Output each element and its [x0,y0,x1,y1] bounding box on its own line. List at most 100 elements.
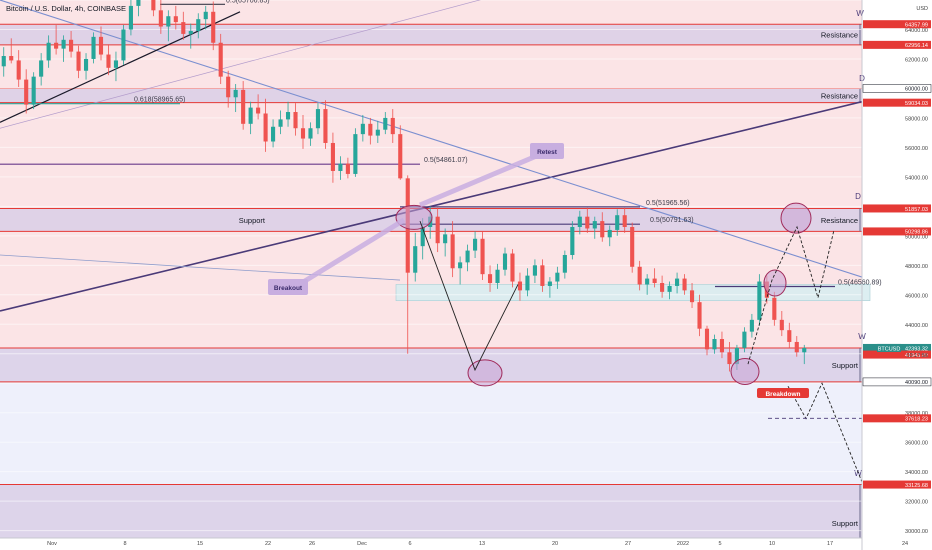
grid-layer [0,0,862,325]
price-badge [863,227,931,236]
candle [667,281,672,300]
candle [181,11,186,40]
candle [360,114,365,142]
candle [338,156,343,180]
y-tick-label: 64000.00 [905,28,928,34]
candle [390,109,395,143]
x-tick-label: 15 [197,541,203,547]
candle-body [338,163,343,171]
candle-body [248,107,253,124]
highlight-ellipse [780,202,812,234]
fib-level-label: 0.618(58965.65) [134,97,185,104]
x-tick-label: 10 [769,541,775,547]
candle [749,313,754,338]
candle [502,247,508,276]
fib-level-label: 0.5(65706.85) [226,0,270,4]
projection-path [419,220,519,372]
consolidation-zone [395,284,871,301]
candle [315,103,321,135]
candle-body [660,283,665,292]
candle [61,35,66,62]
candle [458,256,463,285]
candle-body [487,274,493,284]
candle-body [54,42,59,49]
candle-body [577,216,582,227]
candle [473,231,478,258]
price-badge-label: 42393.32 [905,346,928,352]
candle-body [398,134,403,179]
candle-body [570,226,575,255]
retest-pointer [419,149,547,208]
candle [555,266,560,289]
candle [46,35,51,68]
candle-body [757,281,762,320]
candle-body [241,89,246,124]
candle [256,94,261,120]
fib-level-label: 0.5(50791.63) [650,217,694,224]
price-badge [863,350,931,359]
candle [368,117,373,145]
candle [540,259,545,292]
y-tick-label: 30000.00 [905,529,928,535]
candle [727,341,732,372]
candle-body [188,30,193,34]
candle [712,334,717,354]
candle [637,260,642,291]
price-badge [863,414,931,423]
candle [383,112,388,135]
candle [9,38,14,64]
candle-body [749,319,754,332]
y-tick-label: 44000.00 [905,323,928,329]
price-badge-label: 60000.00 [905,87,928,93]
candle [794,336,799,357]
candle-body [473,238,478,251]
candle-body [1,56,6,67]
candle-body [435,216,440,244]
projection-path-lower [787,382,863,483]
candle-body [413,246,418,273]
candle-body [173,16,178,23]
candle [300,114,306,149]
candle-body [630,226,635,267]
candle-body [368,123,373,136]
candle [218,33,223,85]
candle [211,1,216,51]
candle [570,221,575,260]
x-tick-label: 2022 [677,541,689,547]
fib-level-label: 0.5(46560.89) [838,280,882,287]
candle-body [353,134,358,174]
candle-body [300,128,306,139]
candle [113,51,119,82]
zone-label-resistance-3: Resistance [821,216,858,225]
candle [645,274,650,295]
x-tick-label: 24 [902,541,908,547]
x-tick-label: 5 [718,541,721,547]
candle [742,327,747,353]
chart-title: Bitcoin / U.S. Dollar, 4h, COINBASE [6,4,126,13]
fib-level-label: 0.5(51965.56) [646,200,690,207]
zone-label-resistance-1: Resistance [821,31,858,40]
candle [435,207,440,253]
x-tick-label: 27 [625,541,631,547]
candle-body [704,328,710,350]
candle-body [360,123,365,135]
candle [353,128,358,177]
zone-label-resistance-2: Resistance [821,92,858,101]
candle [600,212,605,242]
candle-body [113,60,119,68]
callout-box [268,279,308,295]
candle [630,222,635,273]
candle [622,207,627,233]
candle-body [495,269,500,284]
candle-body [233,89,238,98]
time-axis-background [0,538,862,550]
candle-body [76,51,81,71]
candle-body [196,19,201,31]
price-badge [863,98,931,107]
price-badge-label: 64357.99 [905,23,928,29]
y-tick-label: 58000.00 [905,116,928,122]
y-tick-label: 62000.00 [905,57,928,63]
candle [91,32,96,64]
